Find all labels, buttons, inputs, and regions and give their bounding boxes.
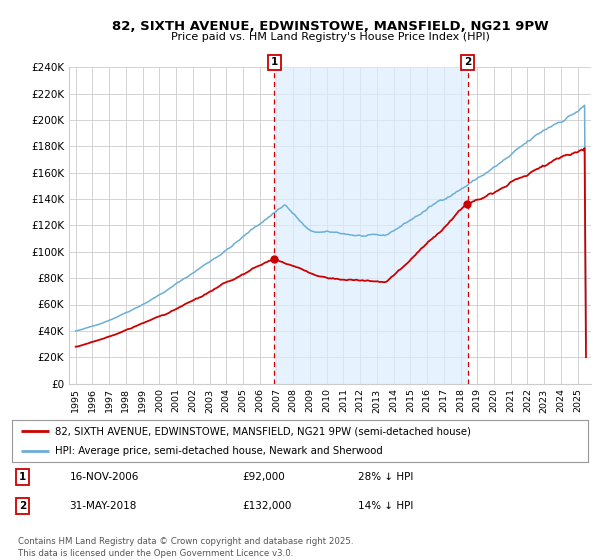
Text: 16-NOV-2006: 16-NOV-2006: [70, 472, 139, 482]
Text: 82, SIXTH AVENUE, EDWINSTOWE, MANSFIELD, NG21 9PW (semi-detached house): 82, SIXTH AVENUE, EDWINSTOWE, MANSFIELD,…: [55, 426, 471, 436]
Text: 14% ↓ HPI: 14% ↓ HPI: [358, 501, 413, 511]
Text: 1: 1: [271, 57, 278, 67]
Text: 1: 1: [19, 472, 26, 482]
Text: 28% ↓ HPI: 28% ↓ HPI: [358, 472, 413, 482]
Text: 31-MAY-2018: 31-MAY-2018: [70, 501, 137, 511]
Text: 82, SIXTH AVENUE, EDWINSTOWE, MANSFIELD, NG21 9PW: 82, SIXTH AVENUE, EDWINSTOWE, MANSFIELD,…: [112, 20, 548, 32]
Text: Price paid vs. HM Land Registry's House Price Index (HPI): Price paid vs. HM Land Registry's House …: [170, 32, 490, 42]
Text: HPI: Average price, semi-detached house, Newark and Sherwood: HPI: Average price, semi-detached house,…: [55, 446, 383, 456]
Text: £132,000: £132,000: [242, 501, 292, 511]
Text: 2: 2: [19, 501, 26, 511]
Text: £92,000: £92,000: [242, 472, 285, 482]
Text: 2: 2: [464, 57, 471, 67]
Text: Contains HM Land Registry data © Crown copyright and database right 2025.
This d: Contains HM Land Registry data © Crown c…: [18, 537, 353, 558]
Bar: [274, 67, 467, 384]
